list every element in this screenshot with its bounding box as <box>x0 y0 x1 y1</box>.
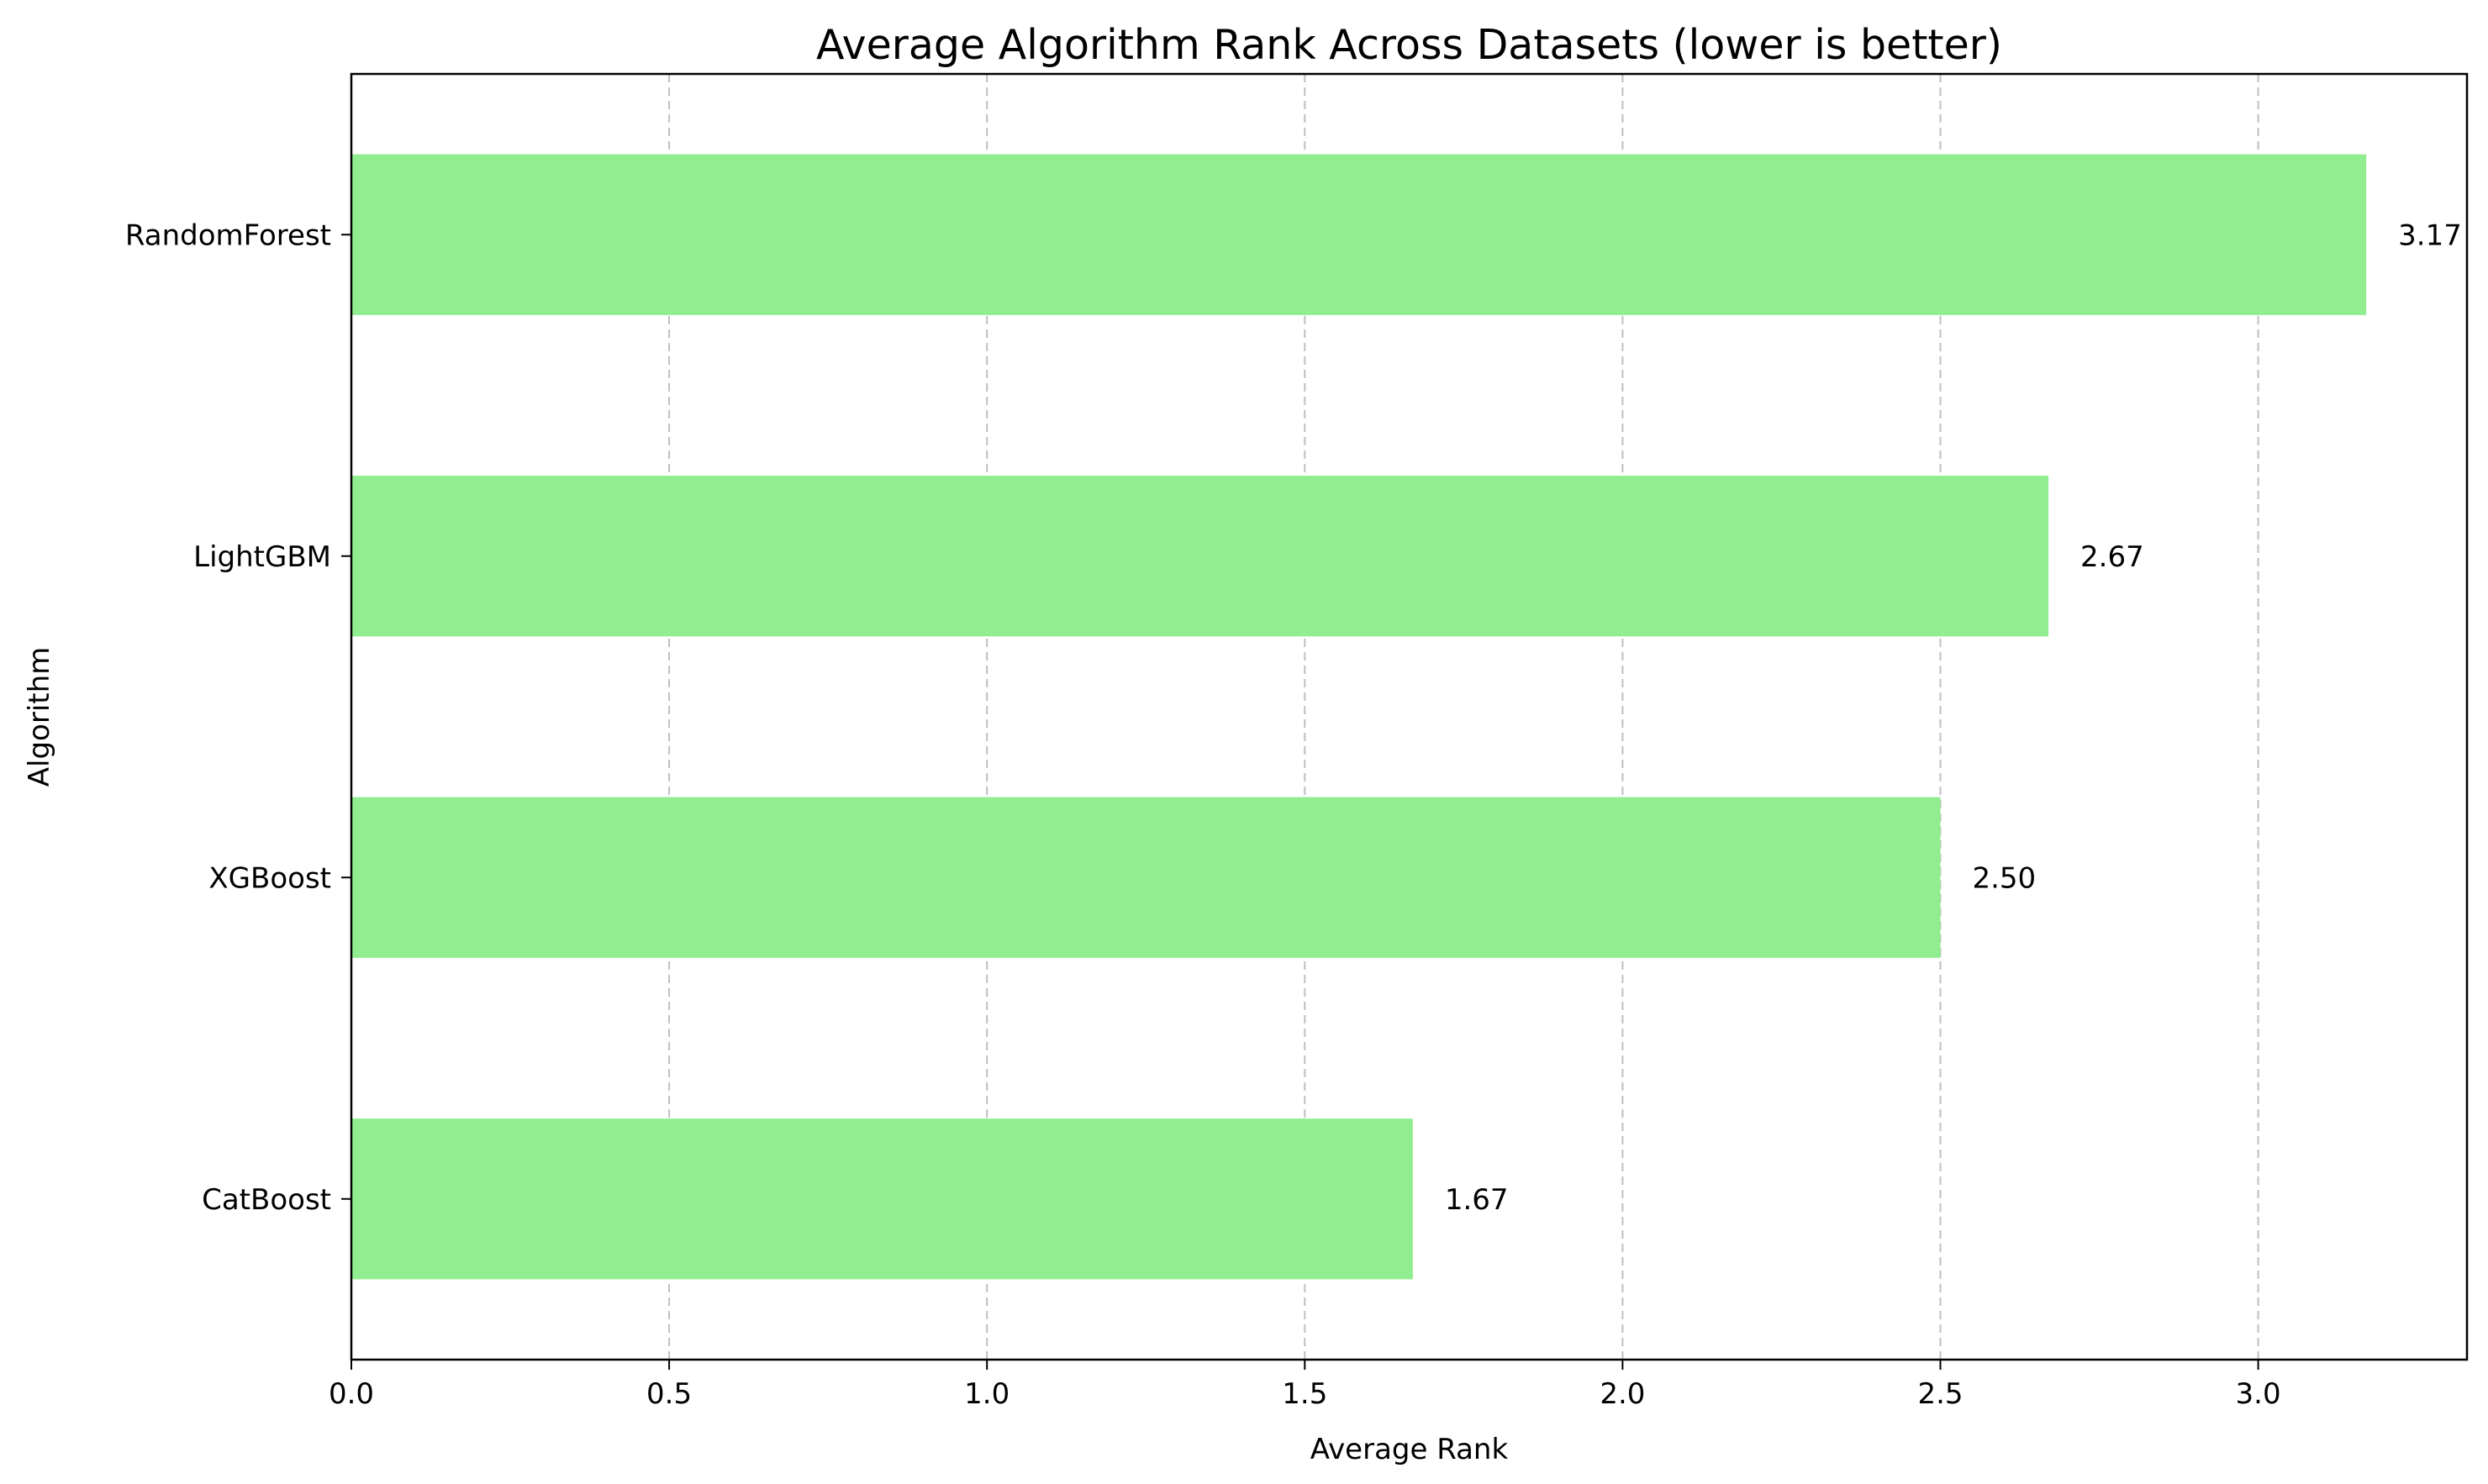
x-tick-label: 2.5 <box>1917 1377 1963 1411</box>
plot-frame <box>350 72 2469 1361</box>
bar-lightgbm <box>351 476 2049 637</box>
y-axis-label: Algorithm <box>23 647 56 787</box>
y-tick-label: CatBoost <box>202 1183 331 1217</box>
data-label: 2.50 <box>1972 861 2036 895</box>
x-axis-label: Average Rank <box>1310 1433 1509 1466</box>
bars <box>351 154 2367 1280</box>
x-tick-label: 0.5 <box>646 1377 692 1411</box>
bar-xgboost <box>351 797 1941 958</box>
y-tick-label: LightGBM <box>193 540 331 574</box>
x-tick-label: 1.5 <box>1282 1377 1327 1411</box>
data-label: 2.67 <box>2080 540 2144 574</box>
y-tick-label: XGBoost <box>208 861 331 895</box>
data-labels: 1.67 2.50 2.67 3.17 <box>1445 218 2462 1217</box>
data-label: 3.17 <box>2398 218 2462 252</box>
x-axis-ticks: 0.0 0.5 1.0 1.5 2.0 2.5 3.0 <box>329 1360 2281 1411</box>
data-label: 1.67 <box>1445 1183 1509 1217</box>
bar-randomforest <box>351 154 2367 315</box>
x-tick-label: 0.0 <box>329 1377 374 1411</box>
y-axis-ticks: CatBoost XGBoost LightGBM RandomForest <box>125 218 351 1217</box>
y-tick-label: RandomForest <box>125 218 331 252</box>
chart-title: Average Algorithm Rank Across Datasets (… <box>816 21 2002 69</box>
x-tick-label: 2.0 <box>1600 1377 1645 1411</box>
x-tick-label: 3.0 <box>2236 1377 2281 1411</box>
x-tick-label: 1.0 <box>964 1377 1009 1411</box>
bar-catboost <box>351 1118 1413 1280</box>
